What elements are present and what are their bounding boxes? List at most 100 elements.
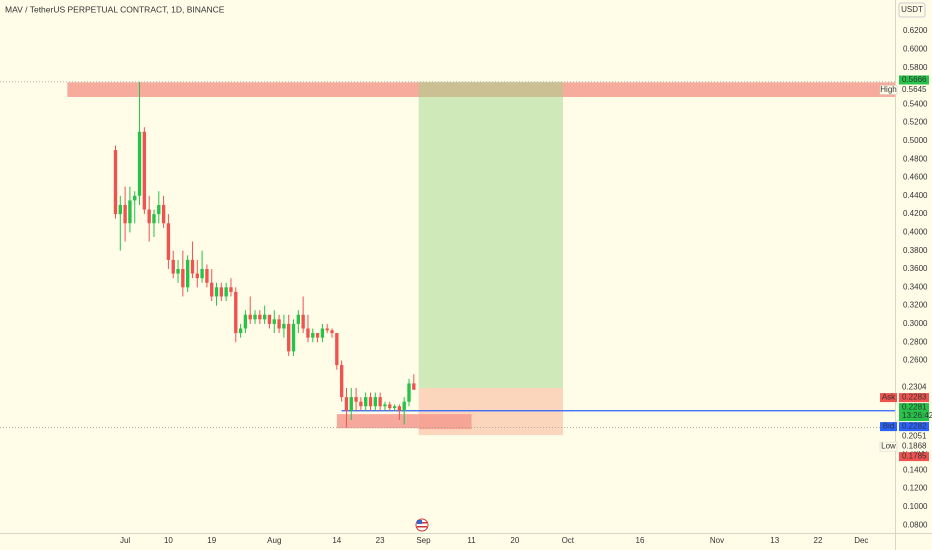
candle-body <box>210 282 214 297</box>
price-label-name: Bid <box>883 422 895 431</box>
y-tick-label: 0.5200 <box>903 118 928 127</box>
candle-body <box>147 209 151 224</box>
flag-icon <box>415 518 429 532</box>
candle-body <box>248 314 252 320</box>
x-tick-label: 10 <box>164 536 173 545</box>
x-tick-label: Aug <box>267 536 281 545</box>
candle-body <box>315 333 320 338</box>
x-tick-label: 13 <box>770 536 779 545</box>
price-label: 0.2283 <box>902 393 927 402</box>
x-tick-label: 23 <box>376 536 385 545</box>
y-tick-label: 0.4000 <box>903 228 928 237</box>
x-tick-label: 19 <box>207 536 216 545</box>
price-label: 0.1785 <box>902 452 927 461</box>
candle-body <box>214 287 219 297</box>
price-label-box <box>899 75 929 85</box>
y-tick-label: 0.3000 <box>903 319 928 328</box>
candle-body <box>397 406 402 411</box>
candle-body <box>113 150 118 215</box>
candle-body <box>123 204 127 224</box>
y-tick-label: 0.1600 <box>903 447 928 456</box>
candle-body <box>335 333 339 366</box>
candle-body <box>190 259 195 274</box>
countdown: 13:26:42 <box>902 411 932 420</box>
price-label-box <box>899 442 929 452</box>
candle-body <box>339 365 344 398</box>
candle-body <box>200 269 204 279</box>
y-tick-label: 0.6200 <box>903 26 928 35</box>
y-tick-label: 0.4600 <box>903 173 928 182</box>
y-tick-label: 0.0800 <box>903 520 928 529</box>
zone <box>336 414 419 429</box>
price-label: 0.2304 <box>902 383 927 392</box>
price-label-name-box <box>879 441 898 452</box>
y-tick-label: 0.2800 <box>903 337 928 346</box>
y-tick-label: 0.5800 <box>903 63 928 72</box>
candle-body <box>272 319 276 324</box>
candle-body <box>291 323 296 352</box>
candle-body <box>383 404 387 407</box>
candle-body <box>267 314 272 324</box>
candle-body <box>185 259 190 288</box>
candle-body <box>364 397 368 407</box>
y-tick-label: 0.3600 <box>903 264 928 273</box>
price-label-name: Ask <box>882 393 896 402</box>
price-label-box <box>899 432 929 442</box>
candle-body <box>368 397 373 407</box>
zone <box>418 414 472 430</box>
candle-body <box>243 314 248 329</box>
candle-body <box>407 383 411 402</box>
candle-body <box>229 287 233 292</box>
x-tick-label: 14 <box>332 536 341 545</box>
price-label-name: Low <box>881 442 896 451</box>
candle-body <box>142 131 147 210</box>
candle-body <box>181 269 185 288</box>
price-label: 0.5666 <box>902 75 927 84</box>
candle-body <box>412 383 416 390</box>
price-label-box <box>899 383 929 393</box>
x-tick-label: Nov <box>710 536 724 545</box>
price-label: 0.2051 <box>902 432 927 441</box>
candle-body <box>195 273 199 279</box>
price-label-box <box>899 452 929 462</box>
zone <box>418 81 563 388</box>
candle-body <box>224 287 228 297</box>
candle-body <box>161 204 166 224</box>
candle-body <box>282 323 286 329</box>
price-label-name-box <box>879 85 898 95</box>
candle-body <box>301 314 305 329</box>
y-tick-label: 0.1000 <box>903 502 928 511</box>
candle-body <box>133 195 137 201</box>
price-label-name-box <box>880 393 897 403</box>
currency: USDT <box>901 5 923 14</box>
y-tick-label: 0.2600 <box>903 356 928 365</box>
candle-body <box>311 333 315 338</box>
y-tick-label: 0.6000 <box>903 45 928 54</box>
candle-body <box>402 401 406 411</box>
x-tick-label: 20 <box>510 536 519 545</box>
price-label: 0.2281 <box>902 403 927 412</box>
price-label-name-box <box>880 422 897 432</box>
candle-body <box>287 323 291 352</box>
y-tick-label: 0.3400 <box>903 282 928 291</box>
y-tick-label: 0.3200 <box>903 301 928 310</box>
candle-body <box>378 397 382 407</box>
x-tick-label: Oct <box>562 536 575 545</box>
x-tick-label: Dec <box>854 536 868 545</box>
candle-body <box>238 328 243 334</box>
candle-body <box>176 269 180 274</box>
y-tick-label: 0.5400 <box>903 99 928 108</box>
y-tick-label: 0.1200 <box>903 484 928 493</box>
x-tick-label: 22 <box>814 536 823 545</box>
candle-body <box>325 328 329 331</box>
price-label-box <box>899 422 929 432</box>
x-tick-label: 11 <box>467 536 476 545</box>
candle-body <box>166 223 171 260</box>
price-label-box <box>899 393 929 403</box>
currency-box[interactable] <box>898 2 926 18</box>
candle-body <box>205 269 209 283</box>
candle-body <box>373 397 378 407</box>
candle-body <box>171 259 175 274</box>
price-label: 0.1868 <box>902 442 927 451</box>
